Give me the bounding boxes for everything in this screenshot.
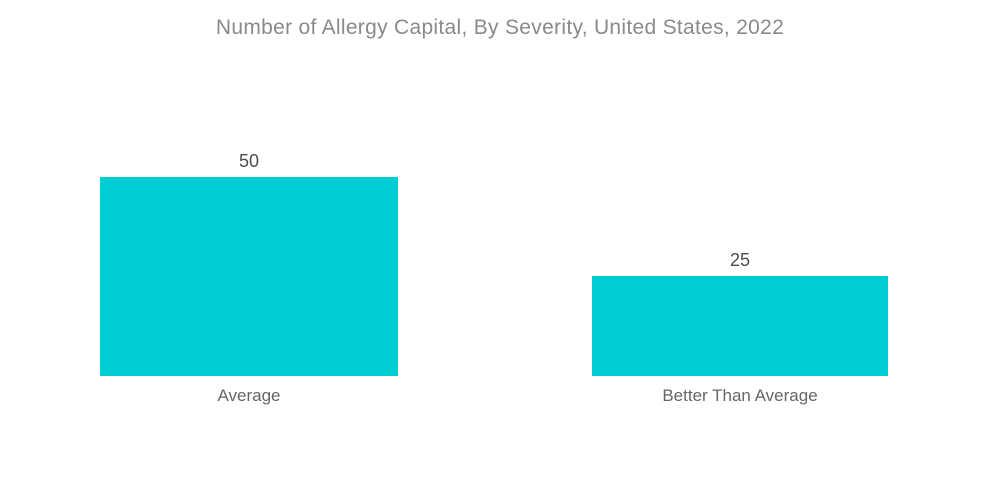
bar: [592, 276, 888, 376]
bar-category-label: Better Than Average: [662, 386, 818, 405]
bar-value-label: 25: [729, 250, 751, 270]
chart-title: Number of Allergy Capital, By Severity, …: [215, 16, 785, 39]
bar-value-label: 50: [238, 151, 260, 171]
bar: [100, 177, 398, 376]
bar-category-label: Average: [217, 386, 281, 405]
